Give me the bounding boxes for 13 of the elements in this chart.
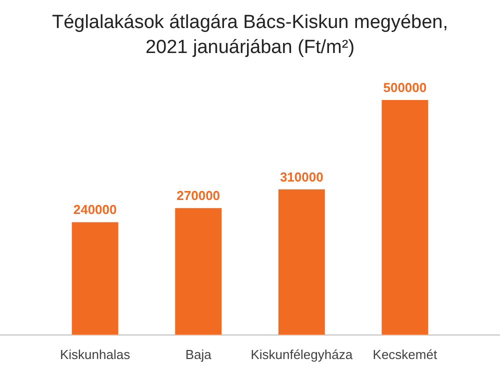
x-tick-label: Kecskemét	[372, 347, 438, 362]
bar	[175, 208, 222, 335]
x-tick-label: Baja	[185, 347, 212, 362]
bar	[72, 222, 118, 335]
data-label: 240000	[73, 202, 117, 218]
bar	[278, 189, 325, 335]
chart-title: Téglalakások átlagára Bács-Kiskun megyében, 2021 januárjában (Ft/m²)	[52, 12, 448, 58]
data-label: 310000	[280, 169, 324, 184]
data-label: 500000	[383, 80, 427, 95]
data-label: 270000	[176, 188, 220, 204]
x-tick-label: Kiskunhalas	[60, 347, 131, 362]
x-tick-label: Kiskunfélegyháza	[250, 347, 354, 362]
bar	[382, 100, 428, 335]
